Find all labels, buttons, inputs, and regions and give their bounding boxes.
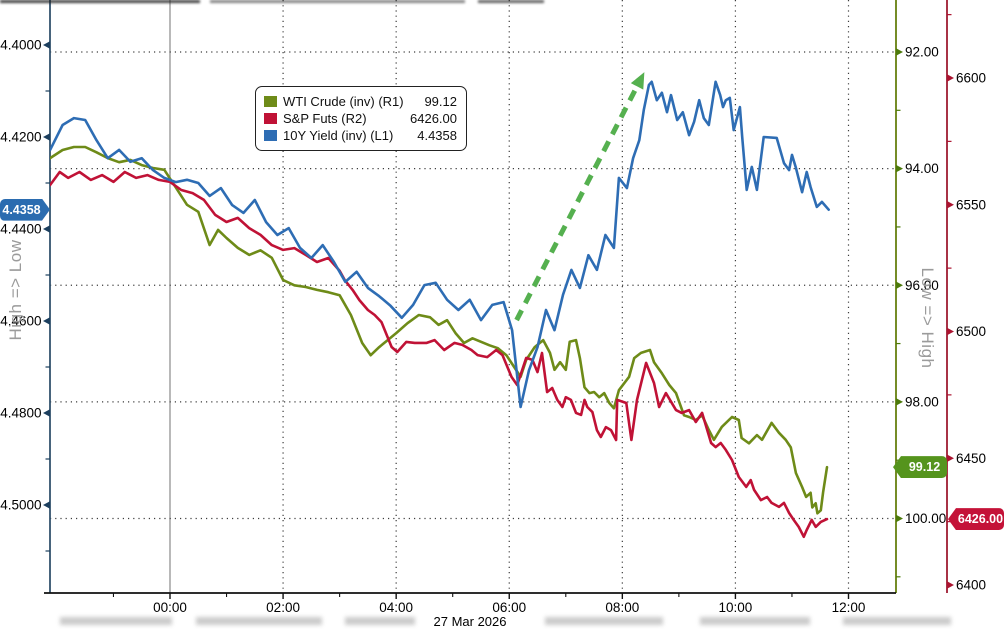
left-axis-tick-label: 4.4600	[0, 314, 41, 329]
redacted-strip	[210, 0, 465, 3]
right-axis-1-tick-arrow	[896, 398, 903, 406]
series-line-wti-crude-inv-r1	[50, 145, 829, 515]
x-axis-tick-label: 00:00	[153, 600, 187, 615]
x-axis-date-label: 27 Mar 2026	[433, 614, 507, 629]
left-axis-tick-label: 4.4200	[0, 130, 41, 145]
left-axis-tick-label: 4.5000	[0, 498, 41, 513]
trend-annotation-arrow-shaft	[514, 81, 642, 322]
legend-label: 10Y Yield (inv) (L1)	[283, 128, 394, 143]
series-line-10y-yield-inv-l1	[50, 80, 831, 409]
left-axis-tick-label: 4.4800	[0, 406, 41, 421]
left-axis-tick-arrow	[43, 41, 50, 49]
sp-futs-last-price-badge: 6426.00	[948, 508, 1004, 531]
legend: WTI Crude (inv) (R1) 99.12 S&P Futs (R2)…	[255, 86, 467, 151]
right-axis-caption: Low => High	[918, 267, 937, 369]
right-axis-1-tick-label: 100.00	[905, 511, 946, 526]
right-axis-1-tick-label: 94.00	[905, 161, 939, 176]
right-axis-1-tick-arrow	[896, 164, 903, 173]
x-axis-tick-label: 02:00	[266, 600, 300, 615]
right-axis-1-tick-arrow	[896, 48, 903, 56]
left-axis-tick-arrow	[43, 501, 50, 509]
right-axis-2-tick-arrow	[947, 581, 954, 589]
right-axis-2-tick-arrow	[947, 74, 954, 82]
series-line-s-p-futs-r2	[50, 170, 829, 539]
redacted-strip	[700, 617, 810, 625]
legend-label: WTI Crude (inv) (R1)	[283, 94, 404, 109]
left-axis-tick-arrow	[43, 225, 50, 233]
legend-item-10y: 10Y Yield (inv) (L1) 4.4358	[264, 127, 457, 144]
legend-item-wti: WTI Crude (inv) (R1) 99.12	[264, 93, 457, 110]
right-axis-1-tick-arrow	[896, 281, 903, 290]
x-axis-tick-label: 06:00	[492, 600, 526, 615]
redacted-strip	[0, 0, 200, 3]
series-group	[50, 80, 831, 539]
x-axis-tick-label: 08:00	[605, 600, 639, 615]
legend-value: 6426.00	[410, 111, 457, 126]
left-axis-tick-arrow	[43, 409, 50, 417]
redacted-strip	[60, 617, 172, 625]
sp-futs-series-swatch	[264, 113, 277, 124]
right-axis-2-tick-label: 6500	[956, 324, 986, 339]
redacted-strip	[196, 617, 322, 625]
wti-series-swatch	[264, 96, 277, 107]
right-axis-1-tick-label: 98.00	[905, 394, 939, 409]
legend-value: 4.4358	[417, 128, 457, 143]
wti-last-price-badge: 99.12	[893, 456, 947, 479]
ten-year-series-swatch	[264, 130, 277, 141]
left-axis-tick-arrow	[43, 317, 50, 325]
right-axis-2-tick-label: 6600	[956, 71, 986, 86]
redacted-strip	[345, 617, 415, 625]
legend-item-spfuts: S&P Futs (R2) 6426.00	[264, 110, 457, 127]
x-axis-tick-label: 04:00	[379, 600, 413, 615]
ten-year-last-price-badge: 4.4358	[0, 199, 50, 221]
right-axis-2-tick-label: 6450	[956, 451, 986, 466]
right-axis-2-tick-label: 6400	[956, 578, 986, 593]
trend-annotation-arrow-head	[630, 72, 645, 90]
redacted-strip	[478, 0, 544, 3]
right-axis-2-tick-label: 6550	[956, 197, 986, 212]
right-axis-2-tick-arrow	[947, 200, 954, 209]
redacted-strip	[843, 617, 951, 625]
right-axis-2-tick-arrow	[947, 454, 954, 463]
left-axis-tick-label: 4.4400	[0, 222, 41, 237]
redacted-strip	[545, 617, 663, 625]
legend-label: S&P Futs (R2)	[283, 111, 367, 126]
left-axis-caption: High => Low	[6, 239, 25, 341]
legend-value: 99.12	[424, 94, 457, 109]
right-axis-1-tick-label: 96.00	[905, 278, 939, 293]
right-axis-2-tick-arrow	[947, 327, 954, 336]
right-axis-1-tick-arrow	[896, 514, 903, 523]
right-axis-1-tick-label: 92.00	[905, 45, 939, 60]
x-axis-tick-label: 12:00	[832, 600, 866, 615]
left-axis-tick-label: 4.4000	[0, 38, 41, 53]
x-axis-tick-label: 10:00	[719, 600, 753, 615]
left-axis-tick-arrow	[43, 133, 50, 141]
